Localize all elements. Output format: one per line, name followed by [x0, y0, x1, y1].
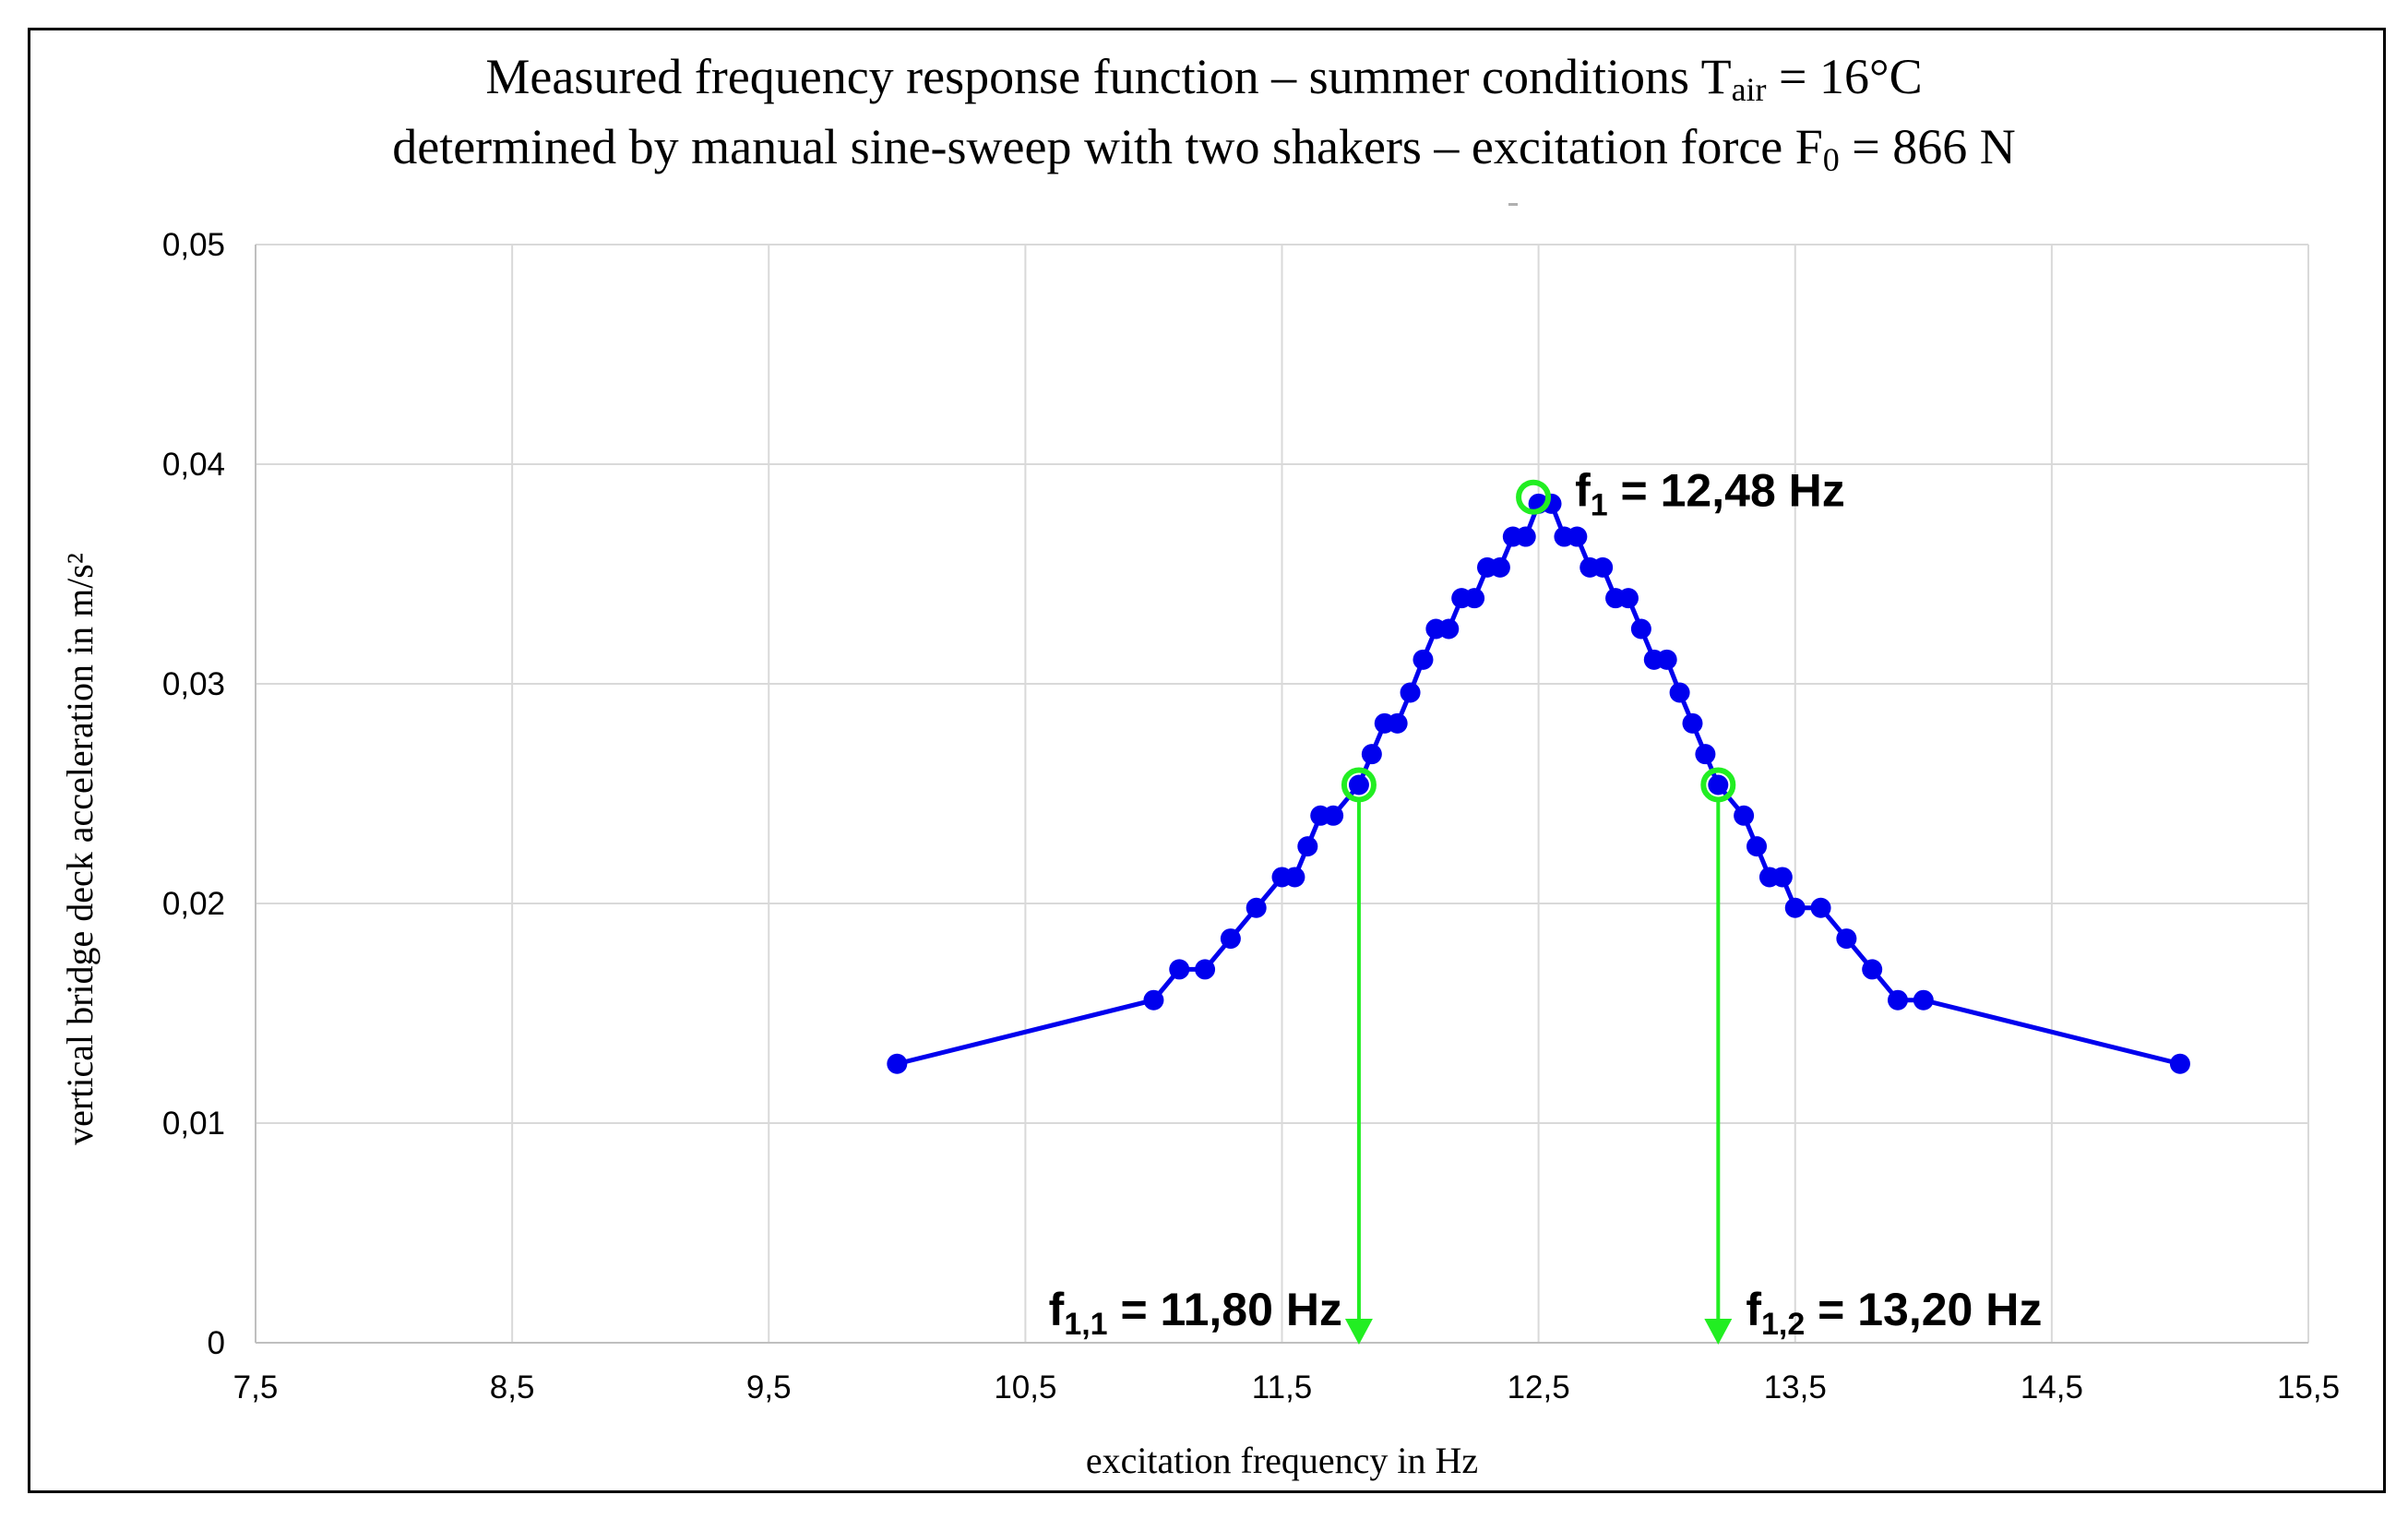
data-point [1682, 712, 1703, 734]
data-point [1220, 928, 1241, 950]
x-tick-label: 7,5 [233, 1369, 279, 1405]
data-point [1387, 712, 1408, 734]
data-point [1592, 556, 1614, 578]
x-tick-label: 15,5 [2277, 1369, 2340, 1405]
data-point [1413, 649, 1434, 670]
annotation-f12: f1,2 = 13,20 Hz [1746, 1284, 2042, 1342]
x-tick-label: 8,5 [490, 1369, 535, 1405]
data-point [1746, 836, 1768, 857]
chart-frame [28, 28, 2386, 1493]
data-point [1297, 836, 1318, 857]
data-point [1810, 897, 1831, 918]
highlight-circle [1516, 479, 1552, 515]
data-point [1438, 618, 1460, 640]
data-point [1400, 682, 1421, 703]
chart-title-line-2: determined by manual sine-sweep with two… [392, 119, 2016, 178]
data-point [887, 1053, 908, 1074]
data-point [1169, 959, 1190, 980]
arrow-head [1704, 1319, 1733, 1345]
annotation-f1: f1 = 12,48 Hz [1575, 465, 1845, 523]
decorative-dash [1508, 203, 1518, 206]
data-point [1771, 867, 1793, 888]
data-point [1617, 588, 1639, 609]
data-point [1323, 805, 1344, 826]
x-tick-label: 13,5 [1764, 1369, 1827, 1405]
data-point [1836, 928, 1857, 950]
y-tick-label: 0,03 [162, 666, 225, 702]
x-tick-label: 14,5 [2021, 1369, 2083, 1405]
x-tick-label: 9,5 [746, 1369, 792, 1405]
data-point [1656, 649, 1677, 670]
x-tick-label: 10,5 [994, 1369, 1056, 1405]
data-point [1888, 989, 1908, 1011]
data-point [1348, 774, 1369, 795]
data-point [1246, 897, 1267, 918]
annotation-f11: f1,1 = 11,80 Hz [1049, 1284, 1342, 1342]
data-point [1913, 989, 1934, 1011]
data-point [1784, 897, 1806, 918]
series [887, 493, 2190, 1074]
axes [255, 245, 2308, 1344]
data-point [2169, 1053, 2190, 1074]
y-tick-label: 0,04 [162, 447, 225, 483]
data-point [1195, 959, 1216, 980]
x-tick-label: 11,5 [1252, 1369, 1313, 1405]
data-point [1862, 959, 1883, 980]
x-tick-label: 12,5 [1508, 1369, 1570, 1405]
y-tick-label: 0,02 [162, 886, 225, 922]
x-axis-label: excitation frequency in Hz [1086, 1440, 1478, 1481]
data-point [1669, 682, 1690, 703]
tick-labels: 7,5 8,5 9,5 10,5 11,5 12,5 13,5 14,5 15,5 0 0,01 0,… [162, 227, 2340, 1405]
data-point [1143, 989, 1164, 1011]
data-point [1464, 588, 1485, 609]
data-point [1695, 744, 1716, 765]
y-tick-label: 0 [208, 1325, 225, 1361]
data-point [1708, 774, 1729, 795]
data-point [1567, 526, 1588, 547]
chart-title-line-1: Measured frequency response function – s… [485, 49, 1923, 108]
data-point [1284, 867, 1305, 888]
data-point [1361, 744, 1382, 765]
y-tick-label: 0,05 [162, 227, 225, 263]
data-point [1630, 618, 1651, 640]
arrow-head [1344, 1319, 1373, 1345]
data-point [1515, 526, 1536, 547]
annotations: f1 = 12,48 Hz f1,1 = 11,80 Hz f1,2 = 13,20… [1049, 465, 2042, 1345]
data-point [1489, 556, 1510, 578]
data-point [1734, 805, 1755, 826]
gridlines [256, 244, 2309, 1343]
y-tick-label: 0,01 [162, 1106, 225, 1142]
y-axis-label: vertical bridge deck acceleration in m/s… [59, 553, 101, 1145]
